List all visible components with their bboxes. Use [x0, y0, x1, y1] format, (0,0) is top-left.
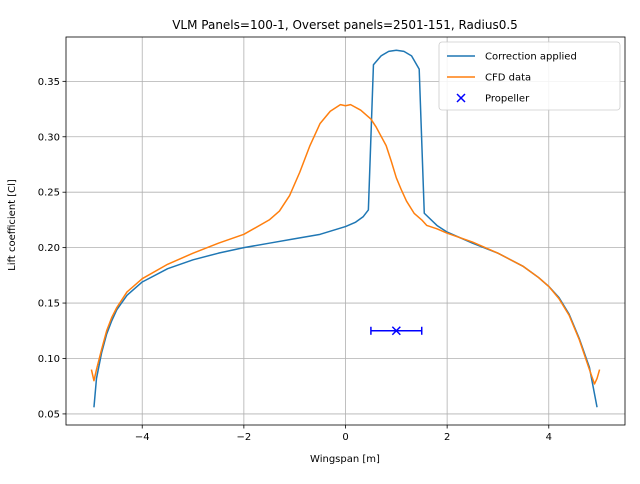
- propeller-point: [391, 326, 401, 336]
- x-tick-label: 2: [444, 432, 450, 443]
- y-tick-label: 0.30: [38, 132, 60, 143]
- legend-label: Correction applied: [485, 52, 577, 63]
- y-tick-label: 0.20: [38, 243, 60, 254]
- chart-title: VLM Panels=100-1, Overset panels=2501-15…: [172, 18, 518, 32]
- x-tick-label: 0: [342, 432, 348, 443]
- legend-label: CFD data: [485, 73, 531, 84]
- grid-lines: [66, 37, 625, 425]
- legend-box: [438, 41, 621, 111]
- x-tick-label: −4: [135, 432, 150, 443]
- y-tick-label: 0.10: [38, 354, 60, 365]
- y-tick-label: 0.25: [38, 188, 60, 199]
- x-tick-label: 4: [546, 432, 552, 443]
- x-axis-label: Wingspan [m]: [310, 454, 380, 465]
- x-tick-label: −2: [236, 432, 251, 443]
- legend-label: Propeller: [485, 94, 530, 105]
- series-line-cfd-data: [90, 103, 601, 385]
- propeller-marker: [370, 326, 423, 336]
- legend-marker-swatch: [456, 93, 466, 103]
- legend: Correction applied CFD data Propeller: [438, 41, 621, 111]
- y-tick-label: 0.05: [38, 409, 60, 420]
- series-layer: [90, 49, 601, 408]
- y-ticks: 0.05 0.10 0.15 0.20 0.25 0.30 0.35: [38, 77, 66, 420]
- x-ticks: −4 −2 0 2 4: [135, 425, 552, 443]
- y-axis-label: Lift coefficient [Cl]: [7, 179, 18, 271]
- y-tick-label: 0.15: [38, 299, 60, 310]
- y-tick-label: 0.35: [38, 77, 60, 88]
